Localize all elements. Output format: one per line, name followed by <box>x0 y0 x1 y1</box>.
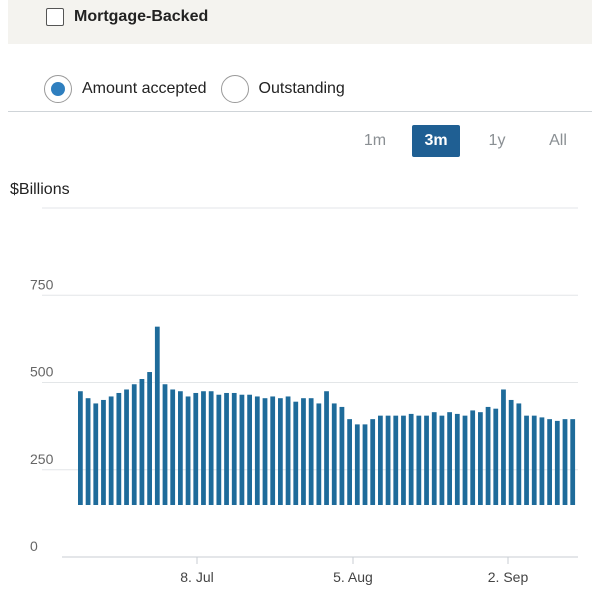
bar[interactable] <box>531 415 537 505</box>
bar[interactable] <box>93 403 99 505</box>
bar[interactable] <box>493 408 499 505</box>
x-tick-label: 5. Aug <box>333 569 373 585</box>
bar[interactable] <box>185 396 191 505</box>
bar[interactable] <box>539 417 545 505</box>
bar[interactable] <box>124 389 129 505</box>
bar[interactable] <box>178 391 183 505</box>
bar[interactable] <box>285 396 291 505</box>
bar[interactable] <box>208 391 214 505</box>
y-tick-label: 500 <box>30 364 54 380</box>
bar[interactable] <box>331 403 337 505</box>
x-tick-label: 8. Jul <box>180 569 213 585</box>
mortgage-backed-label: Mortgage-Backed <box>74 8 209 25</box>
bar[interactable] <box>101 399 106 505</box>
bar[interactable] <box>416 415 422 505</box>
bar[interactable] <box>462 415 468 505</box>
bar[interactable] <box>278 398 283 505</box>
bar[interactable] <box>524 415 529 505</box>
y-tick-label: 0 <box>30 538 38 554</box>
bar[interactable] <box>116 392 122 505</box>
bar[interactable] <box>270 396 276 505</box>
mortgage-backed-checkbox[interactable] <box>46 8 64 26</box>
range-all-button[interactable]: All <box>549 132 567 149</box>
y-tick-label: 250 <box>30 451 54 467</box>
bar[interactable] <box>516 403 522 505</box>
bar[interactable] <box>447 412 452 505</box>
bar[interactable] <box>293 401 299 505</box>
filter-panel: Mortgage-Backed <box>8 0 592 44</box>
bar[interactable] <box>378 415 383 505</box>
bar[interactable] <box>501 389 506 505</box>
y-axis-title: $Billions <box>10 181 70 198</box>
bar[interactable] <box>562 419 568 505</box>
bar[interactable] <box>354 424 360 505</box>
radio-selected-dot <box>51 82 65 96</box>
bar[interactable] <box>216 394 222 505</box>
bar[interactable] <box>385 415 391 505</box>
bar[interactable] <box>85 398 91 505</box>
bar[interactable] <box>431 412 437 505</box>
bar[interactable] <box>254 396 260 505</box>
bar[interactable] <box>547 419 552 505</box>
bar[interactable] <box>424 415 429 505</box>
range-selector: 1m 3m 1y All <box>338 125 582 157</box>
mortgage-backed-filter[interactable]: Mortgage-Backed <box>46 8 208 26</box>
bar[interactable] <box>201 391 206 505</box>
bar[interactable] <box>408 413 414 505</box>
bar[interactable] <box>162 384 168 505</box>
amount-accepted-label[interactable]: Amount accepted <box>82 80 207 97</box>
bar[interactable] <box>231 392 237 505</box>
bar[interactable] <box>393 415 399 505</box>
bar[interactable] <box>301 398 306 505</box>
bar[interactable] <box>154 326 160 505</box>
bar[interactable] <box>170 389 176 505</box>
amount-accepted-radio[interactable] <box>44 75 72 103</box>
bar[interactable] <box>108 396 114 505</box>
bar[interactable] <box>193 392 199 505</box>
bar[interactable] <box>401 415 406 505</box>
bar[interactable] <box>370 419 376 505</box>
outstanding-label[interactable]: Outstanding <box>258 80 345 97</box>
outstanding-radio[interactable] <box>220 75 249 103</box>
bar[interactable] <box>478 412 483 505</box>
bar[interactable] <box>339 406 345 505</box>
range-1m-button[interactable]: 1m <box>363 132 387 149</box>
bar[interactable] <box>508 399 514 505</box>
bar[interactable] <box>224 392 229 505</box>
bar[interactable] <box>147 372 152 505</box>
mode-radio-group: Amount accepted Outstanding <box>44 75 359 103</box>
bar[interactable] <box>362 424 368 505</box>
bar[interactable] <box>347 419 352 505</box>
bar[interactable] <box>247 394 252 505</box>
bar[interactable] <box>554 420 560 505</box>
bar[interactable] <box>470 410 476 505</box>
bar[interactable] <box>239 394 245 505</box>
range-1y-button[interactable]: 1y <box>488 132 506 149</box>
bar[interactable] <box>262 398 268 505</box>
bar[interactable] <box>439 415 445 505</box>
bar[interactable] <box>78 391 83 505</box>
x-tick-label: 2. Sep <box>488 569 529 585</box>
range-3m-button[interactable]: 3m <box>412 125 460 157</box>
bar[interactable] <box>570 419 576 505</box>
bar[interactable] <box>308 398 314 505</box>
bar[interactable] <box>485 406 491 505</box>
bar[interactable] <box>139 379 145 505</box>
y-tick-label: 750 <box>30 276 54 292</box>
bar[interactable] <box>454 413 460 505</box>
divider <box>8 111 592 112</box>
bar[interactable] <box>131 384 137 505</box>
bar[interactable] <box>324 391 329 505</box>
bar[interactable] <box>316 403 322 505</box>
